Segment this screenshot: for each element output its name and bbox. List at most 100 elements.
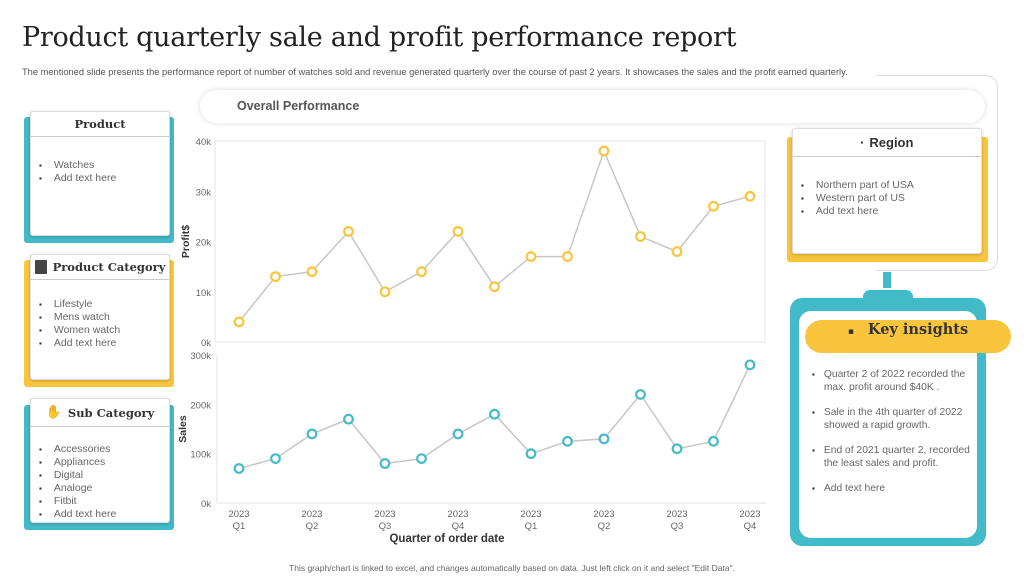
data-point — [562, 435, 573, 447]
x-tick-label: 2023 — [301, 509, 322, 520]
plot-frame — [214, 140, 766, 343]
sub-category-list: Accessories Appliances Digital Analoge F… — [31, 427, 169, 521]
y-tick-label: 0k — [201, 338, 211, 349]
product-category-panel: Product Category Lifestyle Mens watch Wo… — [30, 254, 170, 380]
data-point — [489, 408, 500, 420]
x-tick-label: Q2 — [306, 521, 319, 532]
data-point — [635, 231, 646, 242]
product-category-title: Product Category — [52, 260, 166, 274]
x-tick-label: 2023 — [593, 509, 614, 520]
x-axis-title: Quarter of order date — [389, 533, 504, 545]
data-point — [744, 190, 756, 202]
region-list: Northern part of USA Western part of US … — [793, 157, 981, 218]
data-point — [270, 271, 281, 283]
list-item: Western part of US — [801, 192, 981, 205]
list-item: Women watch — [39, 324, 169, 337]
chart-header-title: Overall Performance — [237, 99, 360, 113]
data-point — [233, 463, 245, 474]
data-point — [343, 413, 354, 425]
list-item: ▪ Sale in the 4th quarter of 2022 showed … — [812, 406, 970, 432]
insight-text: Sale in the 4th quarter of 2022 showed a… — [823, 407, 963, 431]
product-category-list: Lifestyle Mens watch Women watch Add tex… — [31, 280, 169, 350]
sub-category-title: Sub Category — [67, 405, 155, 420]
data-point — [525, 448, 537, 460]
product-list: Watches Add text here — [31, 137, 169, 185]
insight-text: Add text here — [823, 483, 886, 494]
hand-chart-icon: ✋ — [45, 405, 62, 420]
y-tick-label: 40k — [196, 137, 212, 148]
list-item: ▪ Add text here — [812, 483, 886, 494]
bullet-icon: ▪ — [860, 138, 864, 147]
data-point — [598, 145, 610, 157]
y-tick-label: 10k — [196, 288, 212, 299]
y-tick-label: 200k — [190, 400, 211, 411]
x-tick-label: Q1 — [233, 521, 246, 532]
page-title: Product quarterly sale and profit perfor… — [22, 22, 737, 53]
data-point — [671, 246, 683, 257]
y-tick-label: 30k — [196, 187, 212, 198]
data-point — [744, 359, 756, 371]
chart-header: Overall Performance — [200, 90, 985, 123]
region-panel: ▪ Region Northern part of USA Western par… — [792, 128, 982, 254]
bullet-icon: ▪ — [847, 327, 854, 337]
x-tick-label: 2023 — [520, 509, 541, 520]
data-point — [708, 435, 719, 447]
list-item: ▪ End of 2021 quarter 2, recorded the lea… — [812, 445, 970, 469]
x-tick-label: 2023 — [739, 509, 760, 520]
list-item: Add text here — [39, 337, 169, 350]
x-tick-label: Q3 — [379, 521, 392, 532]
data-point — [343, 226, 354, 237]
bar-chart-icon — [34, 260, 47, 274]
region-title: Region — [869, 135, 914, 150]
x-tick-label: Q1 — [525, 521, 538, 532]
y-tick-label: 0k — [201, 499, 211, 510]
list-item: Accessories — [39, 443, 169, 456]
x-tick-label: Q2 — [598, 521, 611, 532]
data-point — [306, 428, 318, 440]
list-item: Fitbit — [39, 495, 169, 508]
data-point — [452, 226, 464, 237]
y-tick-label: 20k — [196, 238, 212, 249]
clipboard-hook — [883, 272, 891, 288]
list-item: Watches — [39, 159, 169, 172]
list-item: Analoge — [39, 482, 169, 495]
data-point — [233, 316, 245, 328]
page-subtitle: The mentioned slide presents the perform… — [22, 67, 848, 77]
key-insights-title-pill: ▪ Key insights — [805, 320, 1011, 353]
data-point — [379, 458, 391, 469]
connector-line — [876, 75, 998, 271]
list-item: Appliances — [39, 456, 169, 469]
key-insights-list: ▪ Quarter 2 of 2022 recorded the max. pro… — [812, 368, 970, 507]
data-point — [416, 266, 427, 278]
list-item: Digital — [39, 469, 169, 482]
data-point — [489, 281, 500, 293]
y-axis-title: Profit$ — [180, 225, 192, 258]
data-point — [416, 453, 427, 465]
list-item: Add text here — [39, 172, 169, 185]
list-item: ▪ Quarter 2 of 2022 recorded the max. pro… — [812, 368, 970, 394]
y-tick-label: 300k — [190, 351, 211, 362]
key-insights-title: Key insights — [867, 321, 969, 338]
product-panel-title: Product — [31, 112, 169, 137]
list-item: Lifestyle — [39, 298, 169, 311]
list-item: Mens watch — [39, 311, 169, 324]
x-tick-label: Q3 — [671, 521, 684, 532]
data-point — [379, 286, 391, 298]
data-point — [525, 251, 537, 262]
x-tick-label: 2023 — [447, 509, 468, 520]
x-tick-label: Q4 — [744, 521, 757, 532]
series-line — [238, 148, 751, 323]
data-point — [635, 389, 646, 400]
footer-note: This graph/chart is linked to excel, and… — [289, 563, 735, 573]
sub-category-panel: ✋ Sub Category Accessories Appliances Dig… — [30, 398, 170, 523]
y-tick-label: 100k — [190, 450, 211, 461]
x-tick-label: 2023 — [374, 509, 395, 520]
insight-text: Quarter 2 of 2022 recorded the max. prof… — [823, 369, 966, 393]
x-tick-label: 2023 — [666, 509, 687, 520]
data-point — [708, 200, 719, 212]
list-item: Add text here — [801, 205, 981, 218]
list-item: Northern part of USA — [801, 179, 981, 192]
data-point — [306, 266, 318, 278]
product-panel: Product Watches Add text here — [30, 111, 170, 236]
